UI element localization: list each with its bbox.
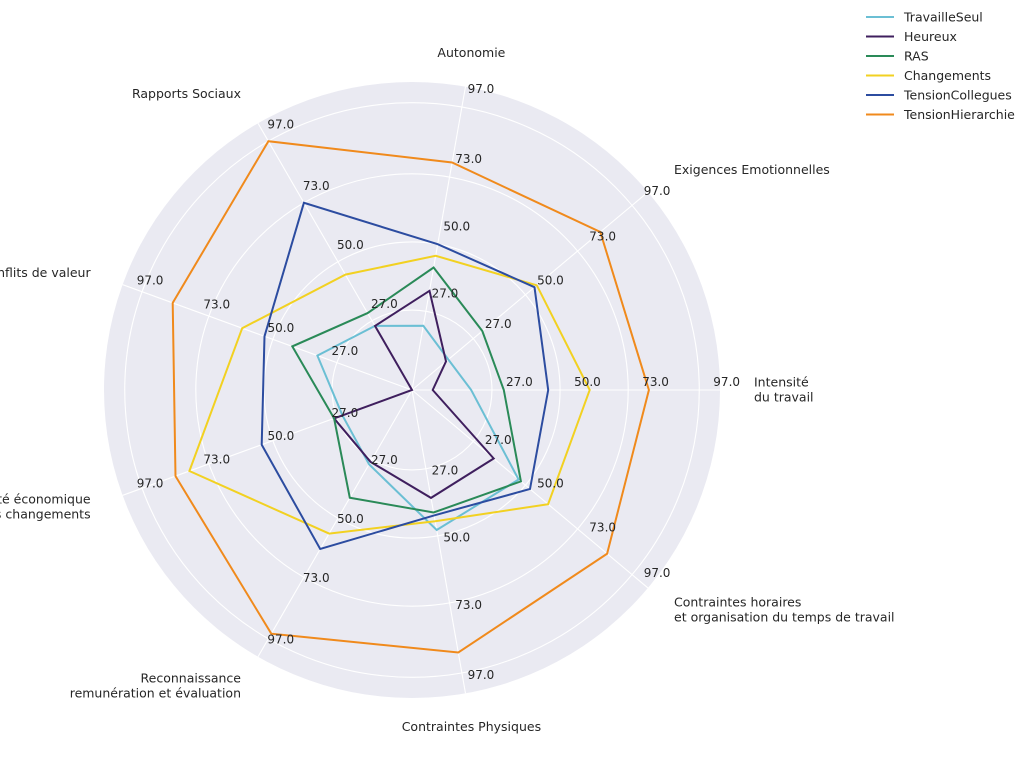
tick-label: 50.0: [337, 238, 364, 252]
axis-spoke: [257, 389, 413, 658]
axis-label: Autonomie: [437, 45, 505, 60]
tick-label: 50.0: [443, 531, 470, 545]
axis-label: Contraintes horaires et organisation du t…: [674, 594, 895, 624]
legend-label: RAS: [904, 49, 929, 64]
legend-label: TensionHierarchie: [903, 107, 1015, 122]
series-lines: [171, 140, 650, 654]
axis-label: Insécurité économiqueet ses changements: [0, 492, 91, 522]
axis-spoke: [411, 389, 467, 694]
tick-label: 97.0: [713, 375, 740, 389]
series-line-TensionCollegues: [260, 201, 550, 551]
tick-label: 50.0: [537, 477, 564, 491]
tick-label: 97.0: [644, 184, 671, 198]
axis-spoke: [411, 86, 467, 391]
axis-label: Reconnaissance remunération et évaluation: [70, 671, 242, 701]
tick-label: 73.0: [303, 571, 330, 585]
tick-label: 50.0: [337, 512, 364, 526]
axis-spoke: [411, 191, 649, 391]
tick-label: 97.0: [267, 118, 294, 132]
tick-label: 27.0: [332, 406, 359, 420]
tick-label: 50.0: [268, 429, 295, 443]
series-line-TravailleSeul: [316, 324, 520, 532]
series-line-Heureux: [332, 289, 496, 500]
tick-label: 97.0: [137, 273, 164, 287]
tick-label: 27.0: [432, 286, 459, 300]
tick-label: 50.0: [537, 273, 564, 287]
tick-label: 97.0: [644, 566, 671, 580]
tick-label: 73.0: [589, 230, 616, 244]
tick-label: 27.0: [485, 433, 512, 447]
legend-label: Changements: [904, 68, 991, 83]
tick-label: 73.0: [303, 179, 330, 193]
axis-labels: Intensité du travail Exigences Emotionnell…: [0, 45, 895, 734]
tick-label: 73.0: [642, 375, 669, 389]
tick-label: 73.0: [455, 598, 482, 612]
tick-label: 97.0: [468, 82, 495, 96]
tick-label: 97.0: [468, 668, 495, 682]
series-line-TensionHierarchie: [171, 140, 650, 654]
legend-label: Heureux: [904, 29, 957, 44]
tick-label: 27.0: [432, 464, 459, 478]
axis-label: Intensité du travail: [754, 375, 814, 405]
axis-label: Conflits de valeur: [0, 265, 91, 280]
tick-label: 27.0: [485, 317, 512, 331]
axis-label: Rapports Sociaux: [132, 86, 241, 101]
series-line-Changements: [188, 254, 591, 535]
series-line-RAS: [290, 266, 523, 514]
tick-labels: 27.0 50.0 73.0 97.0 27.0 50.0 73.0 97.0 27.0 50.0…: [137, 82, 740, 682]
tick-label: 73.0: [203, 298, 230, 312]
tick-label: 73.0: [455, 152, 482, 166]
axis-label: Exigences Emotionnelles: [674, 162, 830, 177]
tick-label: 73.0: [589, 520, 616, 534]
tick-label: 27.0: [332, 344, 359, 358]
axis-label: Contraintes Physiques: [402, 719, 541, 734]
tick-label: 27.0: [371, 297, 398, 311]
legend-label: TensionCollegues: [903, 88, 1012, 103]
legend: TravailleSeul Heureux RAS Changements Tensio…: [866, 10, 1015, 122]
tick-label: 97.0: [137, 477, 164, 491]
tick-label: 50.0: [574, 375, 601, 389]
tick-label: 27.0: [371, 453, 398, 467]
tick-label: 50.0: [268, 321, 295, 335]
tick-label: 73.0: [203, 452, 230, 466]
tick-label: 27.0: [506, 375, 533, 389]
axis-spoke: [122, 284, 413, 391]
legend-label: TravailleSeul: [903, 10, 983, 25]
tick-label: 97.0: [267, 632, 294, 646]
tick-label: 50.0: [443, 219, 470, 233]
